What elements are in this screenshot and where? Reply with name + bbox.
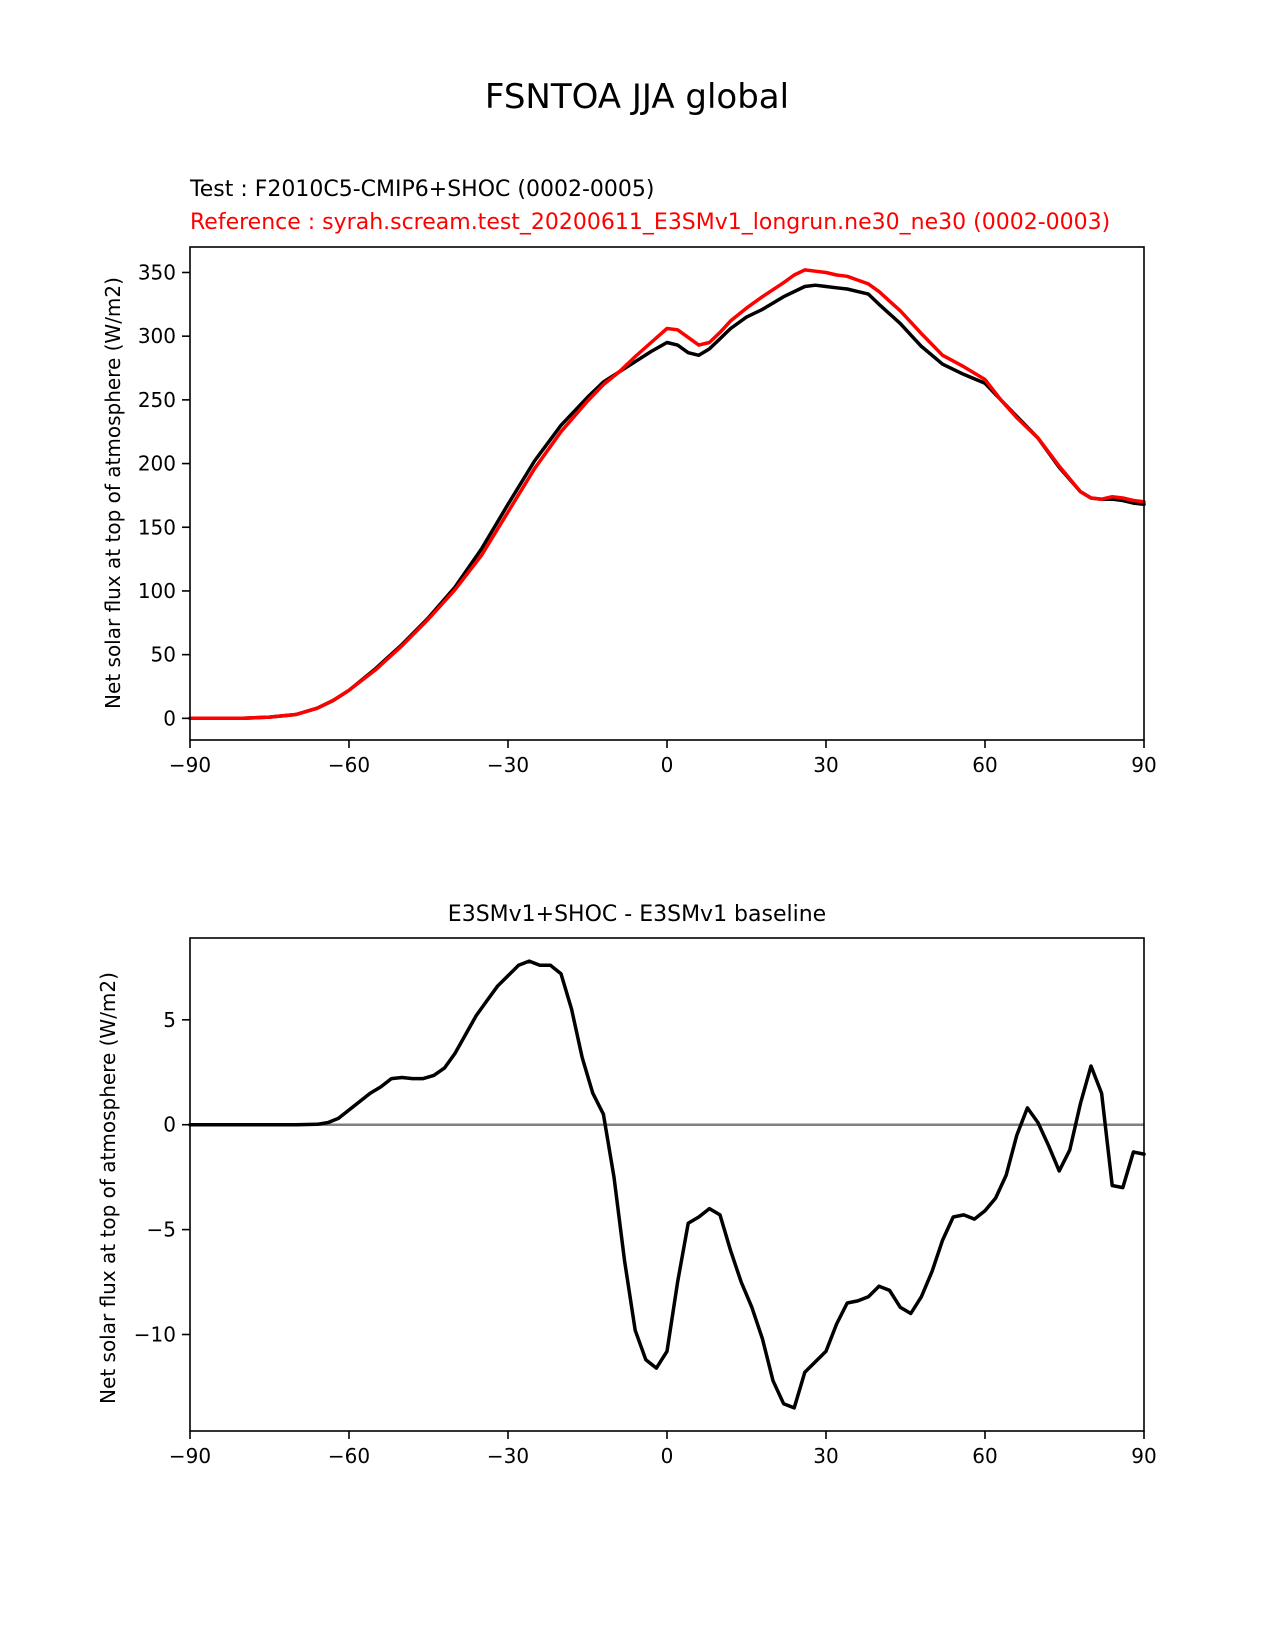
test-label: Test : F2010C5-CMIP6+SHOC (0002-0005) — [189, 177, 654, 202]
y-tick-label: 100 — [138, 579, 176, 603]
x-tick-label: 30 — [813, 753, 838, 777]
x-tick-label: −60 — [328, 753, 370, 777]
x-tick-label: −90 — [169, 1444, 211, 1468]
figure-title: FSNTOA JJA global — [485, 77, 789, 117]
x-tick-label: 30 — [813, 1444, 838, 1468]
series-line-difference — [188, 959, 1146, 1410]
x-tick-label: 60 — [972, 753, 997, 777]
y-tick-label: 0 — [163, 1113, 176, 1137]
x-tick-label: −30 — [487, 753, 529, 777]
top-panel: Test : F2010C5-CMIP6+SHOC (0002-0005) Re… — [101, 177, 1157, 777]
x-tick-label: 0 — [661, 1444, 674, 1468]
y-tick-label: 150 — [138, 515, 176, 539]
x-tick-label: 90 — [1131, 753, 1156, 777]
x-tick-label: 60 — [972, 1444, 997, 1468]
series-line-reference — [188, 268, 1146, 721]
y-tick-label: 50 — [151, 643, 176, 667]
bottom-axes: −90 −60 −30 0 30 60 90 −10 −5 0 5 — [134, 937, 1157, 1468]
y-tick-label: −10 — [134, 1322, 176, 1346]
x-tick-label: −60 — [328, 1444, 370, 1468]
y-tick-label: 5 — [163, 1008, 176, 1032]
reference-label: Reference : syrah.scream.test_20200611_E… — [190, 210, 1110, 235]
x-tick-label: −30 — [487, 1444, 529, 1468]
y-tick-label: −5 — [147, 1218, 176, 1242]
top-ylabel: Net solar flux at top of atmosphere (W/m… — [101, 277, 125, 709]
y-tick-label: 350 — [138, 260, 176, 284]
y-tick-label: 250 — [138, 388, 176, 412]
x-tick-label: 0 — [661, 753, 674, 777]
bottom-panel: E3SMv1+SHOC - E3SMv1 baseline Net solar … — [96, 902, 1157, 1468]
x-tick-label: 90 — [1131, 1444, 1156, 1468]
bottom-ylabel: Net solar flux at top of atmosphere (W/m… — [96, 972, 120, 1404]
x-tick-label: −90 — [169, 753, 211, 777]
y-tick-label: 200 — [138, 452, 176, 476]
bottom-title: E3SMv1+SHOC - E3SMv1 baseline — [448, 902, 826, 927]
y-tick-label: 0 — [163, 706, 176, 730]
y-tick-label: 300 — [138, 324, 176, 348]
top-axes: −90 −60 −30 0 30 60 90 0 50 100 150 200 250 300 350 — [138, 246, 1157, 777]
